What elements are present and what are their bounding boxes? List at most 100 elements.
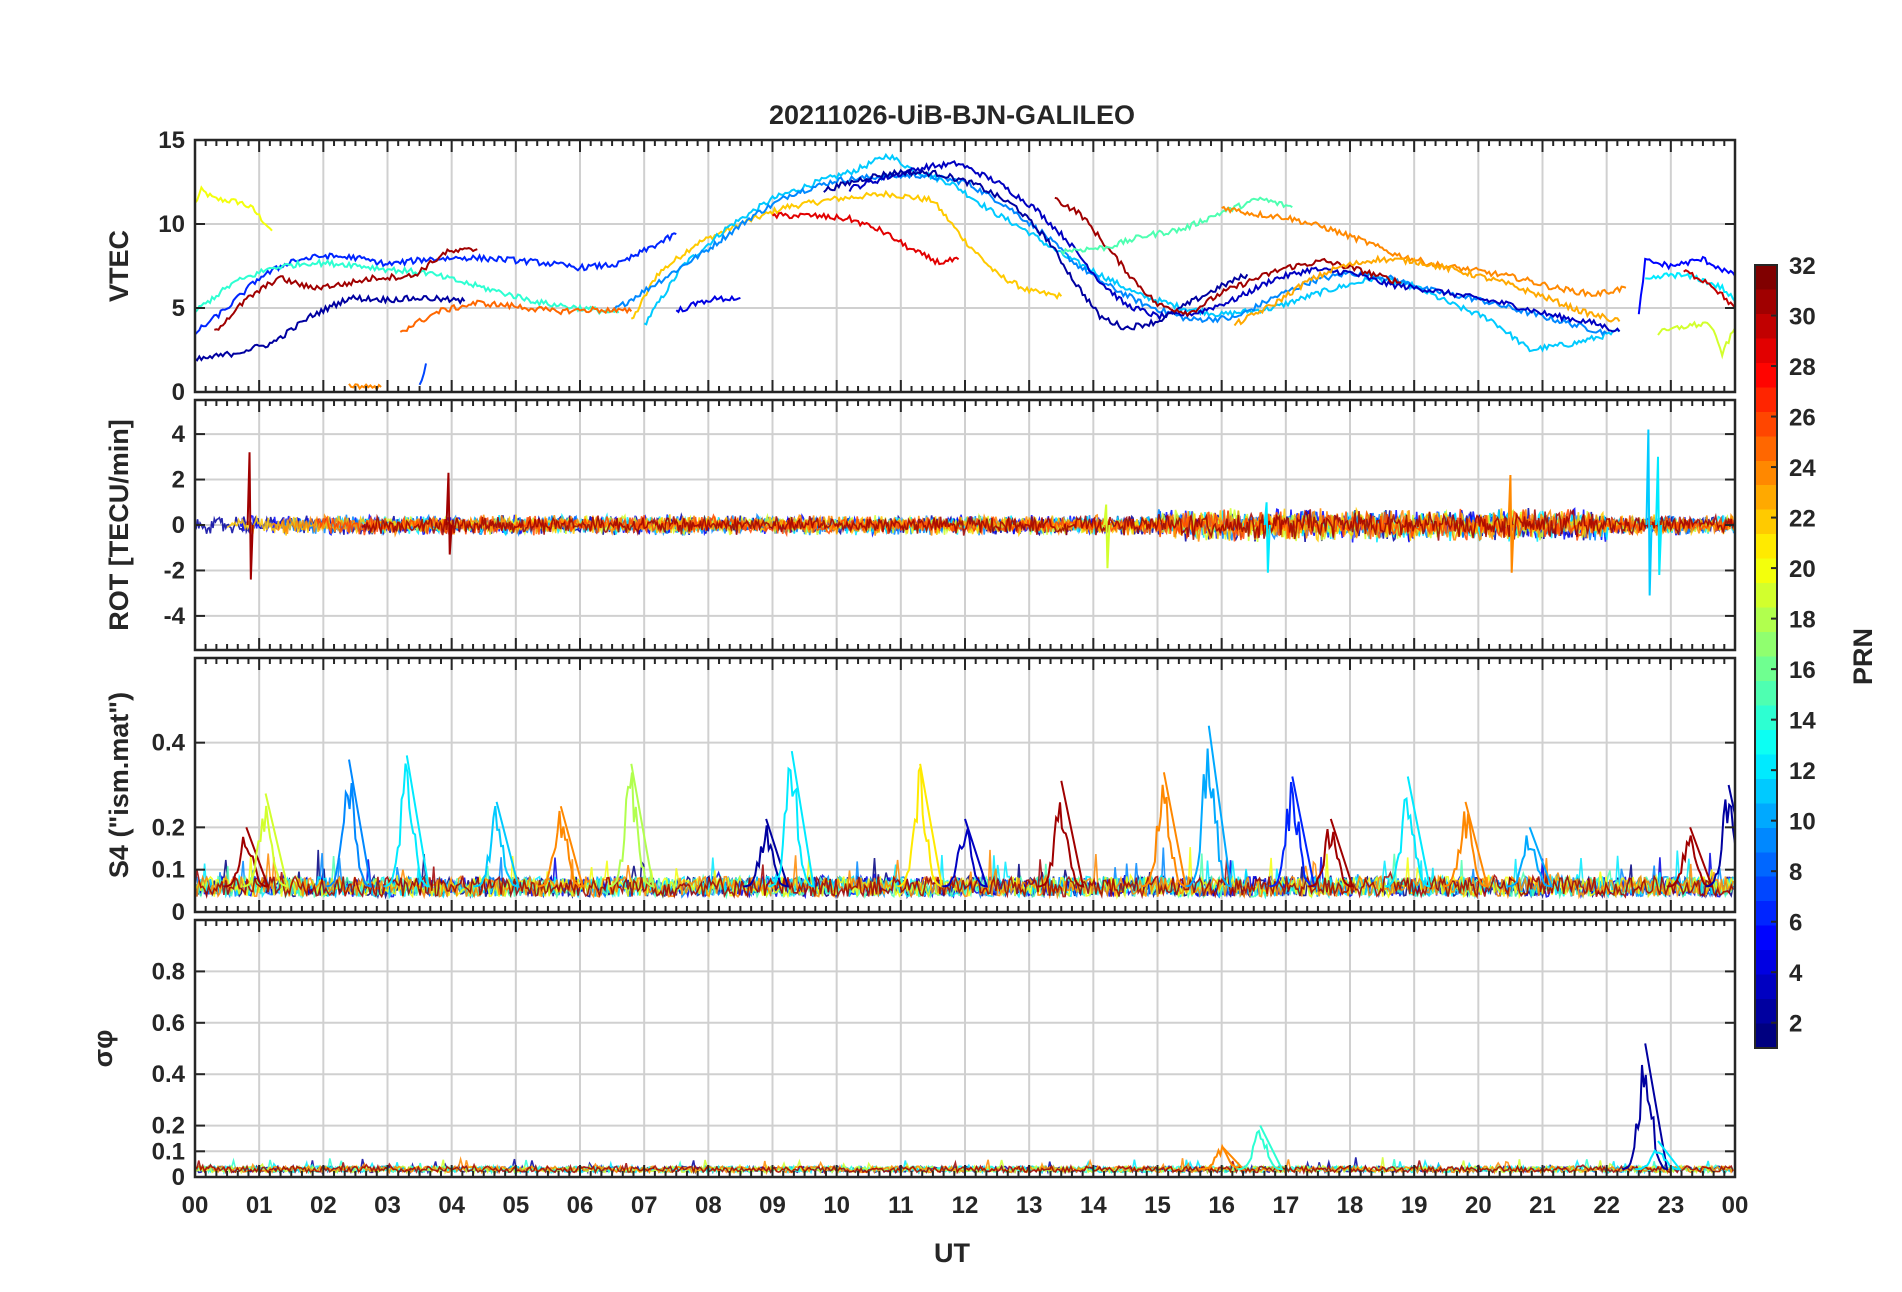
colorbar-scale bbox=[1754, 264, 1778, 1049]
y-tick-label: 2 bbox=[172, 467, 185, 494]
s4-peak bbox=[1307, 818, 1354, 888]
rot-spike bbox=[445, 472, 453, 555]
colorbar-tick-label: 30 bbox=[1789, 304, 1816, 331]
colorbar-tick-label: 8 bbox=[1789, 859, 1802, 886]
vtec-series-line bbox=[418, 363, 427, 386]
x-tick-label: 23 bbox=[1657, 1192, 1684, 1219]
x-tick-label: 05 bbox=[502, 1192, 529, 1219]
x-tick-label: 07 bbox=[631, 1192, 658, 1219]
panel-vtec-series bbox=[195, 152, 1735, 392]
s4-peak bbox=[383, 755, 430, 888]
panel-s4-series bbox=[195, 725, 1735, 900]
chart-title: 20211026-UiB-BJN-GALILEO bbox=[769, 100, 1135, 130]
rot-spike bbox=[246, 452, 254, 580]
y-tick-label: 0.2 bbox=[152, 1113, 185, 1140]
y-tick-label: 0.2 bbox=[152, 814, 185, 841]
panel-frame bbox=[193, 656, 1737, 914]
rot-spike bbox=[1103, 504, 1111, 569]
rot-spike bbox=[1263, 502, 1271, 573]
y-tick-label: 0.4 bbox=[152, 730, 186, 757]
x-tick-label: 20 bbox=[1465, 1192, 1492, 1219]
x-tick-label: 09 bbox=[759, 1192, 786, 1219]
x-tick-label: 06 bbox=[567, 1192, 594, 1219]
vtec-series-line bbox=[1645, 272, 1735, 302]
s4-peak bbox=[896, 763, 944, 888]
sigma_phi-peak bbox=[1621, 1043, 1669, 1171]
x-tick-label: 14 bbox=[1080, 1192, 1107, 1219]
vtec-series-line bbox=[1233, 254, 1621, 327]
colorbar-tick-label: 6 bbox=[1789, 910, 1802, 937]
x-tick-label: 08 bbox=[695, 1192, 722, 1219]
y-tick-label: 0 bbox=[172, 899, 185, 926]
vtec-series-line bbox=[630, 189, 1063, 320]
vtec-series-line bbox=[675, 294, 741, 314]
vtec-series-line bbox=[612, 171, 1608, 337]
vtec-series-line bbox=[195, 232, 677, 336]
vtec-series-line bbox=[1683, 269, 1735, 309]
x-tick-label: 00 bbox=[182, 1192, 209, 1219]
sigma_phi-peak bbox=[1634, 1140, 1682, 1171]
panel-frame bbox=[193, 918, 1737, 1179]
x-tick-label: 21 bbox=[1529, 1192, 1556, 1219]
rot-spike bbox=[1655, 456, 1663, 576]
x-tick-label: 13 bbox=[1016, 1192, 1043, 1219]
x-tick-label: 00 bbox=[1722, 1192, 1749, 1219]
vtec-series-line bbox=[1221, 205, 1627, 298]
x-tick-label: 04 bbox=[438, 1192, 465, 1219]
s4-peak bbox=[222, 826, 270, 888]
colorbar-tick-label: 18 bbox=[1789, 607, 1816, 634]
colorbar-tick-label: 2 bbox=[1789, 1011, 1802, 1038]
vtec-series-line bbox=[195, 293, 466, 362]
rot-series-line bbox=[316, 508, 1735, 542]
s4-peak bbox=[242, 793, 289, 888]
x-tick-label: 16 bbox=[1208, 1192, 1235, 1219]
s4-peak bbox=[325, 759, 373, 888]
data-layer bbox=[195, 152, 1735, 1176]
rot-spike bbox=[1645, 429, 1653, 596]
x-tick-label: 11 bbox=[888, 1192, 913, 1219]
y-tick-label: 15 bbox=[158, 127, 185, 154]
y-axis-label-rot: ROT [TECU/min] bbox=[104, 419, 134, 630]
y-axis-label-sigma_phi: σφ bbox=[88, 1030, 118, 1068]
x-tick-label: 15 bbox=[1144, 1192, 1171, 1219]
vtec-series-line bbox=[195, 185, 273, 232]
colorbar-tick-label: 16 bbox=[1789, 657, 1816, 684]
vtec-series-line bbox=[214, 247, 478, 331]
panel-rot-series bbox=[195, 429, 1735, 596]
s4-series-line bbox=[195, 849, 1734, 900]
vtec-series-line bbox=[1637, 255, 1735, 315]
s4-peak bbox=[1705, 784, 1735, 888]
s4-peak bbox=[473, 801, 520, 888]
rot-spike bbox=[1507, 474, 1515, 573]
y-tick-label: 0 bbox=[172, 1164, 185, 1191]
x-tick-label: 10 bbox=[823, 1192, 850, 1219]
y-tick-label: 0.1 bbox=[152, 857, 185, 884]
colorbar-tick-label: 4 bbox=[1789, 960, 1803, 987]
vtec-series-line bbox=[348, 383, 382, 392]
vtec-series-line bbox=[399, 299, 633, 333]
colorbar-tick-label: 10 bbox=[1789, 809, 1816, 836]
s4-peak bbox=[1037, 780, 1085, 888]
colorbar-tick-label: 24 bbox=[1789, 455, 1816, 482]
y-tick-label: -2 bbox=[164, 557, 185, 584]
s4-peak bbox=[1666, 826, 1714, 888]
s4-peak bbox=[742, 818, 790, 888]
y-tick-label: 0.8 bbox=[152, 958, 185, 985]
vtec-series-line bbox=[643, 152, 1621, 353]
y-tick-label: -4 bbox=[164, 603, 186, 630]
vtec-series-line bbox=[1060, 196, 1293, 256]
s4-peak bbox=[1185, 725, 1232, 888]
y-tick-label: 0 bbox=[172, 379, 185, 406]
s4-peak bbox=[1384, 776, 1431, 888]
x-tick-label: 01 bbox=[246, 1192, 273, 1219]
s4-peak bbox=[1140, 772, 1187, 888]
colorbar-tick-label: 12 bbox=[1789, 758, 1816, 785]
s4-peak bbox=[768, 750, 815, 888]
x-axis-label: UT bbox=[934, 1238, 970, 1268]
y-tick-label: 0 bbox=[172, 512, 185, 539]
y-tick-label: 0.6 bbox=[152, 1010, 185, 1037]
panel-frame bbox=[193, 138, 1737, 394]
